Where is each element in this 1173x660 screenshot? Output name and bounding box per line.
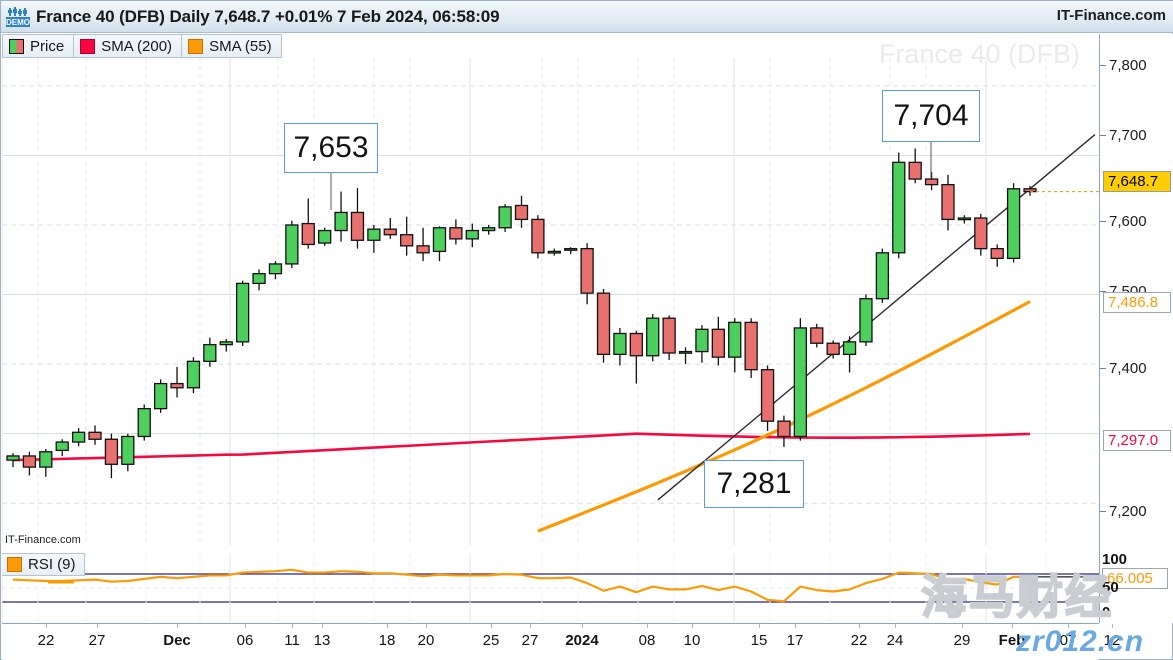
axis-tick-7400: 7,400	[1100, 359, 1173, 377]
legend-item-sma55[interactable]: SMA (55)	[182, 34, 282, 58]
axis-tick-7200: 7,200	[1100, 502, 1173, 520]
sma55-value-chip[interactable]: 7,486.8	[1103, 292, 1171, 313]
date-axis-label: 22	[850, 632, 868, 649]
date-axis-tick	[530, 624, 531, 628]
page-title: France 40 (DFB) Daily 7,648.7 +0.01% 7 F…	[36, 6, 500, 26]
callout-high-7704[interactable]: 7,704	[882, 90, 980, 142]
date-axis-tick	[895, 624, 896, 628]
callout-low-7281[interactable]: 7,281	[704, 460, 804, 508]
mini-brand-label: IT-Finance.com	[5, 534, 81, 546]
rsi-chart-pane[interactable]	[2, 553, 1099, 623]
demo-logo-icon: DEMO	[5, 6, 31, 28]
date-axis-tick	[292, 624, 293, 628]
last-price-chip[interactable]: 7,648.7	[1103, 171, 1171, 192]
date-axis-label: 20	[417, 632, 435, 649]
date-axis-tick	[759, 624, 760, 628]
date-axis-label: 06	[236, 632, 254, 649]
date-axis-label: 29	[953, 632, 971, 649]
date-axis-tick	[795, 624, 796, 628]
date-axis-tick	[245, 624, 246, 628]
legend-label-sma55: SMA (55)	[209, 37, 272, 55]
axis-tick-7700: 7,700	[1100, 126, 1173, 144]
price-chart-svg	[2, 58, 1099, 545]
date-axis-label: 11	[284, 632, 300, 649]
date-axis-label: 27	[88, 632, 106, 649]
date-axis-label: 08	[638, 632, 656, 649]
date-axis-label: 07	[1059, 632, 1077, 649]
brand-label: IT-Finance.com	[1056, 7, 1166, 24]
legend-item-rsi[interactable]: RSI (9)	[2, 553, 85, 576]
date-axis-tick	[1012, 624, 1013, 628]
date-axis-tick	[647, 624, 648, 628]
date-axis[interactable]: 22 27 Dec 06 11 13 18 20 25 27 2024 08 10 15 17 22 24 29 F…	[2, 623, 1120, 660]
color-swatch-icon-sma55	[188, 38, 204, 54]
rsi-value-chip[interactable]: 66.005	[1102, 568, 1168, 589]
rsi-axis-tick-0: 0	[1102, 604, 1111, 621]
date-axis-tick	[962, 624, 963, 628]
date-axis-label: 27	[521, 632, 539, 649]
rsi-chart-svg	[2, 553, 1099, 623]
date-axis-label: 18	[378, 632, 396, 649]
callout-text: 7,704	[893, 99, 969, 132]
date-axis-tick	[1112, 624, 1113, 628]
color-swatch-icon-rsi	[7, 557, 22, 572]
callout-text: 7,653	[293, 131, 369, 164]
date-axis-label: 12	[1103, 632, 1121, 649]
chart-legend: Price SMA (200) SMA (55)	[2, 34, 282, 58]
rsi-axis-tick-50: 50	[1102, 579, 1119, 596]
date-axis-label: 24	[886, 632, 904, 649]
date-axis-label: 13	[313, 632, 331, 649]
date-axis-tick	[322, 624, 323, 628]
legend-label-sma200: SMA (200)	[101, 37, 173, 55]
date-axis-tick	[426, 624, 427, 628]
callout-text: 7,281	[716, 467, 792, 500]
axis-tick-7800: 7,800	[1100, 56, 1173, 74]
title-bar: DEMO France 40 (DFB) Daily 7,648.7 +0.01…	[1, 1, 1173, 33]
rsi-axis-tick-100: 100	[1102, 551, 1128, 568]
date-axis-label: 25	[482, 632, 500, 649]
date-axis-tick	[46, 624, 47, 628]
date-axis-tick	[387, 624, 388, 628]
price-axis[interactable]: 7,800 7,700 7,648.7 7,600 7,500 7,486.8 …	[1099, 34, 1173, 623]
axis-tick-7600: 7,600	[1100, 212, 1173, 230]
date-axis-tick	[177, 624, 178, 628]
demo-logo-text: DEMO	[6, 18, 30, 27]
date-axis-label: Feb	[998, 632, 1026, 649]
price-candles-swatch-icon	[9, 38, 24, 54]
date-axis-tick	[582, 624, 583, 628]
date-axis-label: 22	[37, 632, 55, 649]
date-axis-label: 10	[683, 632, 701, 649]
legend-item-sma200[interactable]: SMA (200)	[74, 34, 183, 58]
color-swatch-icon-sma200	[80, 38, 96, 54]
sma200-value-chip[interactable]: 7,297.0	[1103, 430, 1171, 451]
date-axis-tick	[97, 624, 98, 628]
legend-label-rsi: RSI (9)	[28, 556, 76, 573]
date-axis-tick	[491, 624, 492, 628]
date-axis-tick	[692, 624, 693, 628]
legend-item-price[interactable]: Price	[2, 34, 75, 58]
date-axis-tick	[859, 624, 860, 628]
callout-high-7653[interactable]: 7,653	[284, 123, 378, 173]
date-axis-label: 17	[786, 632, 804, 649]
date-axis-tick	[1068, 624, 1069, 628]
legend-label-price: Price	[30, 37, 65, 55]
date-axis-label: 15	[750, 632, 768, 649]
date-axis-label: Dec	[163, 632, 191, 649]
date-axis-label: 2024	[565, 632, 599, 649]
price-chart-pane[interactable]	[2, 58, 1099, 545]
